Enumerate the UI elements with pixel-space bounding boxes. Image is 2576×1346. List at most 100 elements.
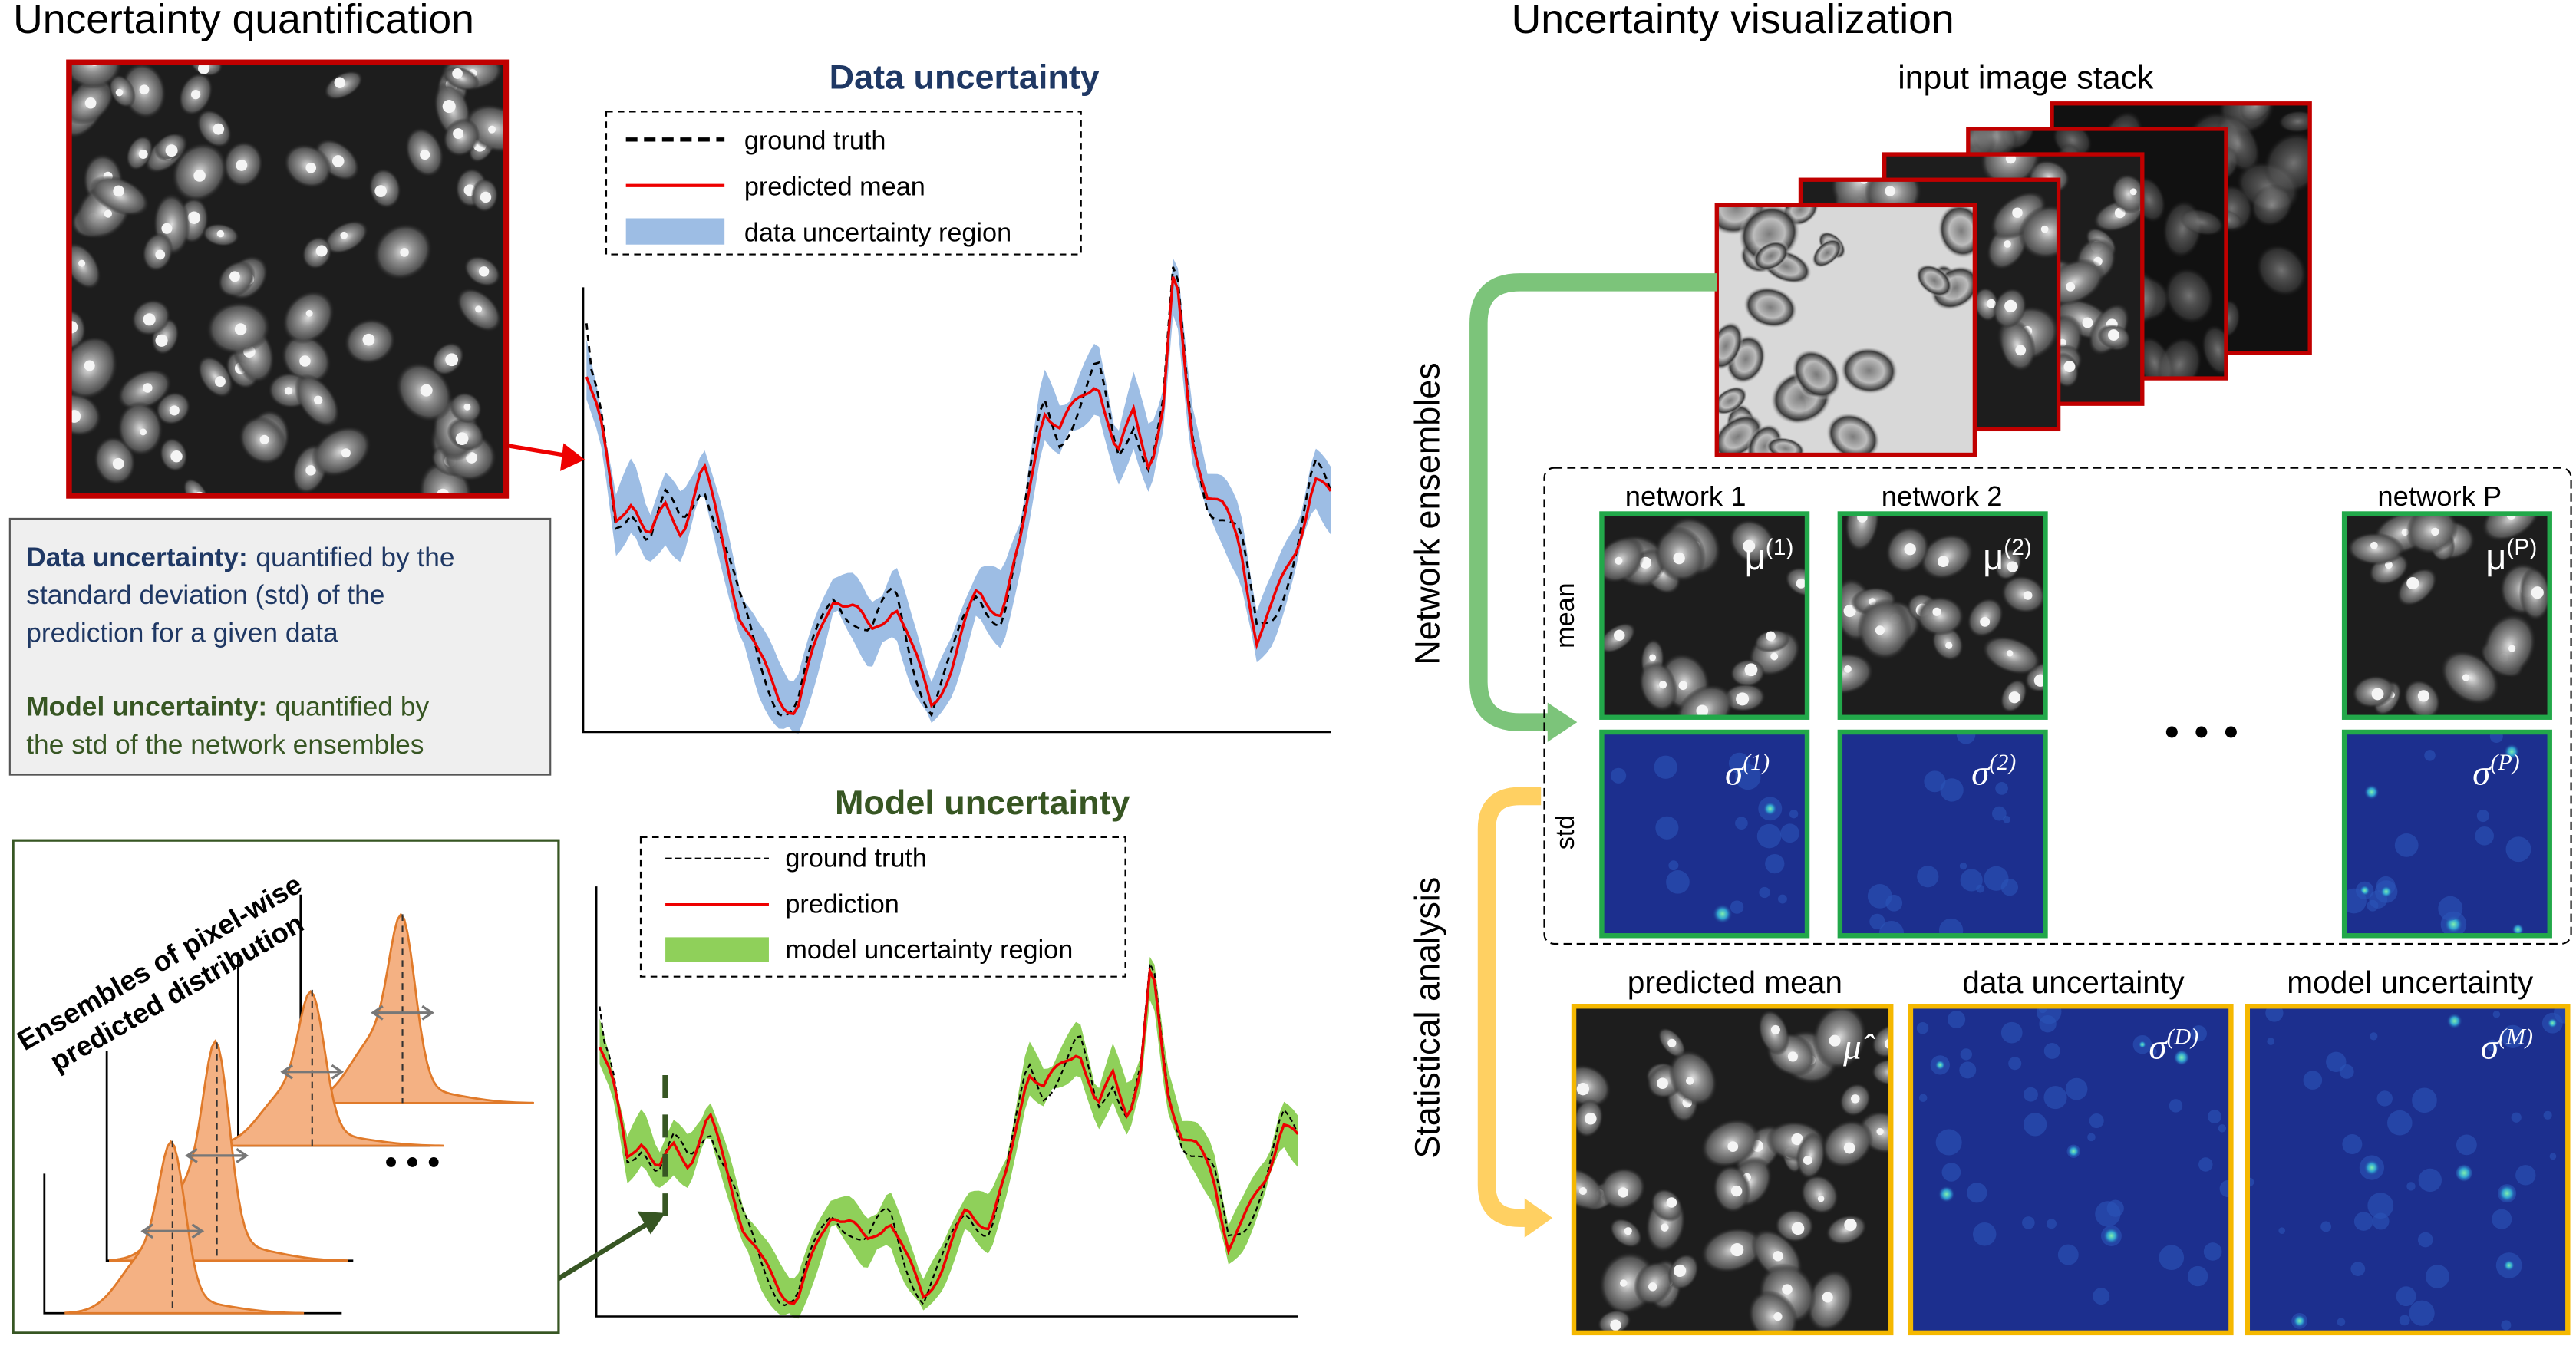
image-content: [1574, 1006, 1892, 1333]
info-line: quantified by: [275, 692, 430, 722]
speckle: [2501, 1320, 2512, 1331]
nucleus-spot: [2040, 225, 2049, 233]
speckle: [1959, 862, 1967, 870]
cell: [2111, 173, 2142, 214]
nucleus-spot: [216, 229, 225, 238]
ground-truth-line: [585, 266, 1332, 718]
image-border: [1714, 203, 1977, 457]
speckle: [2424, 750, 2436, 761]
nucleus-spot: [139, 84, 150, 95]
nucleus-spot: [1657, 1077, 1668, 1089]
nucleus-spot: [170, 450, 183, 463]
uncertainty-band: [586, 258, 1331, 734]
cell: [197, 355, 233, 398]
speckle: [2417, 1232, 2433, 1248]
info-box: [8, 517, 552, 776]
symbol: μ(1): [1745, 535, 1794, 577]
symbol: σ(P): [2472, 750, 2520, 793]
cell: [1717, 385, 1748, 416]
speckle: [2265, 1006, 2284, 1022]
ellipsis-dot: [407, 1157, 417, 1167]
nucleus-spot: [234, 323, 247, 335]
cell: [1857, 598, 1912, 661]
info-text: Model uncertainty: quantified by: [26, 692, 429, 722]
speckle: [2505, 836, 2531, 863]
ensemble-frame: [1543, 467, 2572, 945]
speckle: [1956, 732, 1976, 744]
nucleus-spot: [1624, 1227, 1632, 1235]
hot-spot: [2292, 1314, 2307, 1328]
distributions: [43, 894, 534, 1315]
nucleus-spot: [374, 185, 387, 197]
speckle: [1668, 860, 1679, 871]
cell: [2251, 183, 2294, 227]
nucleus-spot: [2023, 591, 2033, 600]
legend-label: ground truth: [744, 127, 886, 156]
output-label: data uncertainty: [1962, 965, 2185, 1000]
nucleus-spot: [236, 159, 248, 171]
ellipsis-dot: [2225, 726, 2237, 738]
hot-spot: [2363, 1159, 2380, 1176]
speckle: [2024, 1087, 2038, 1102]
nucleus-spot: [1673, 1264, 1687, 1278]
nucleus-spot: [2370, 541, 2378, 549]
speckle: [1759, 886, 1770, 899]
nucleus-spot: [113, 185, 124, 197]
image-border: [2341, 511, 2552, 720]
nucleus-spot: [442, 100, 456, 114]
cell: [1915, 263, 1953, 298]
legend-label: model uncertainty region: [785, 935, 1073, 965]
nucleus-spot: [1945, 642, 1953, 649]
distribution: [294, 912, 534, 1104]
tiles: [1571, 511, 2571, 1336]
speckle: [1777, 894, 1787, 904]
mean-line: [598, 965, 1299, 1305]
speckle: [2039, 1014, 2057, 1033]
symbol-base: μ: [1745, 536, 1766, 577]
image-content: [1839, 513, 2046, 718]
row-label: mean: [1551, 582, 1580, 648]
image-tile: [1908, 1004, 2234, 1336]
speckle: [2342, 1134, 2363, 1155]
nucleus-spot: [305, 465, 316, 476]
hot-spot: [2547, 1018, 2558, 1028]
speckle: [1918, 1094, 1928, 1103]
symbol-index: (1): [1743, 750, 1770, 775]
nucleus-spot: [1666, 1197, 1677, 1208]
speckle: [2046, 1219, 2057, 1229]
speckle: [2326, 1051, 2347, 1073]
image-content: [68, 62, 506, 496]
nucleus-spot: [140, 428, 147, 436]
speckle: [1972, 1222, 1997, 1246]
speckle: [2303, 1071, 2323, 1090]
nucleus-spot: [341, 448, 351, 458]
speckle: [1948, 1010, 1966, 1029]
nucleus-spot: [453, 128, 464, 140]
nucleus-spot: [420, 384, 433, 397]
image-content: [1601, 513, 1808, 718]
legend-label: data uncertainty region: [744, 218, 1011, 247]
nucleus-spot: [2012, 207, 2023, 218]
speckle: [2554, 1006, 2568, 1024]
image-tile: [1599, 511, 1810, 720]
nucleus-spot: [2006, 649, 2014, 657]
nucleus-spot: [1773, 1312, 1783, 1321]
speckle: [2219, 1179, 2231, 1198]
nucleus-spot: [2015, 345, 2027, 356]
nucleus-spot: [1843, 1142, 1855, 1154]
nucleus-spot: [299, 355, 311, 367]
speckle: [1654, 755, 1677, 779]
nucleus-spot: [284, 387, 293, 395]
cell: [1839, 346, 1899, 395]
speckle: [2492, 1209, 2512, 1229]
speckle: [2008, 1057, 2022, 1071]
nucleus-spot: [1727, 1141, 1739, 1152]
legend-label: predicted mean: [744, 173, 925, 202]
hot-spot: [2103, 1227, 2120, 1245]
nucleus-spot: [1850, 1094, 1860, 1104]
cell: [2164, 267, 2215, 324]
speckle: [2515, 1165, 2536, 1186]
image-border: [1571, 1004, 1894, 1336]
flow-arrow: [1469, 273, 1717, 731]
nucleus-spot: [475, 305, 483, 313]
